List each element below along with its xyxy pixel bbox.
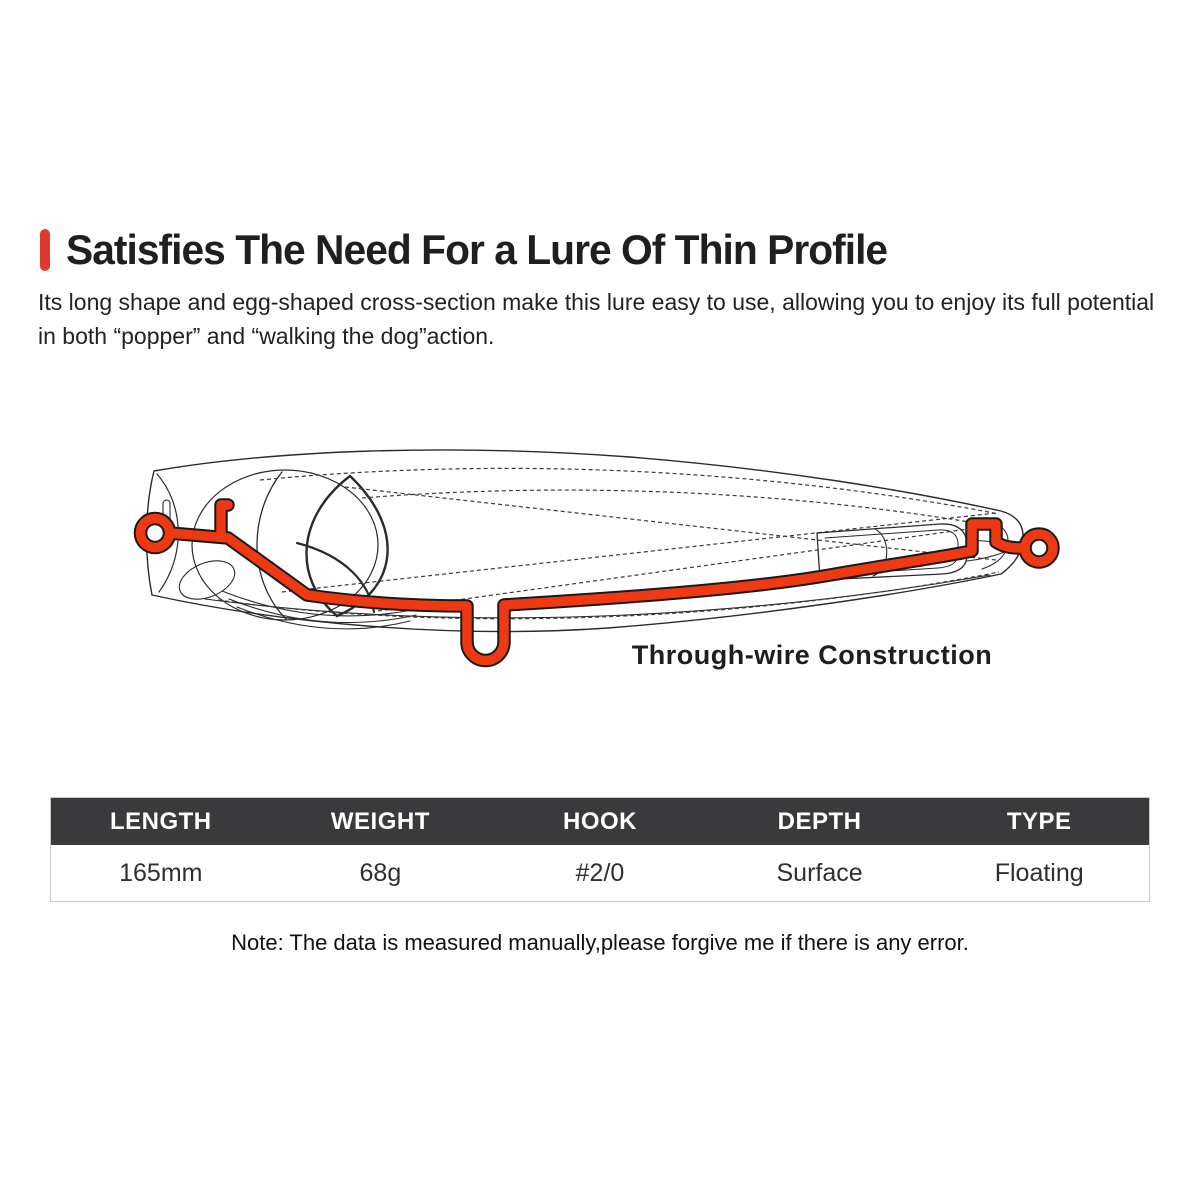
internal-seam-lines <box>217 467 1000 620</box>
through-wire <box>135 500 1058 666</box>
title-section: Satisfies The Need For a Lure Of Thin Pr… <box>40 226 913 274</box>
spec-header-type: TYPE <box>1006 807 1072 835</box>
measurement-note: Note: The data is measured manually,plea… <box>231 930 969 955</box>
specs-table: LENGTH WEIGHT HOOK DEPTH TYPE 165mm 68g … <box>50 797 1150 902</box>
spec-header-length: LENGTH <box>109 807 212 835</box>
spec-value-depth: Surface <box>776 858 863 887</box>
spec-value-type: Floating <box>994 858 1084 887</box>
specs-table-header: LENGTH WEIGHT HOOK DEPTH TYPE <box>51 798 1149 845</box>
lure-diagram: Through-wire Construction <box>110 443 1070 688</box>
spec-value-weight: 68g <box>359 858 402 887</box>
diagram-label: Through-wire Construction <box>632 640 992 670</box>
title-accent-bar <box>40 229 50 271</box>
spec-header-weight: WEIGHT <box>330 807 430 835</box>
spec-value-length: 165mm <box>119 858 203 887</box>
spec-header-hook: HOOK <box>562 807 637 835</box>
spec-header-depth: DEPTH <box>777 807 862 835</box>
lure-diagram-svg: Through-wire Construction <box>133 449 1060 670</box>
page-title: Satisfies The Need For a Lure Of Thin Pr… <box>66 226 888 273</box>
product-description: Its long shape and egg-shaped cross-sect… <box>38 289 1155 349</box>
spec-value-hook: #2/0 <box>575 858 625 887</box>
specs-table-values: 165mm 68g #2/0 Surface Floating <box>51 845 1149 901</box>
